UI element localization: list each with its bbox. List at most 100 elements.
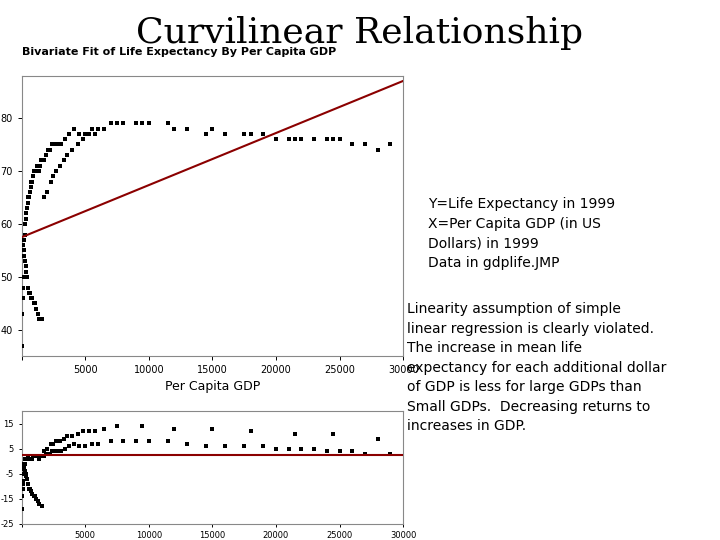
Point bbox=[20, 214, 32, 223]
Point bbox=[270, 444, 282, 453]
Point bbox=[31, 161, 42, 170]
Point bbox=[77, 427, 89, 436]
Point bbox=[270, 135, 282, 144]
Point bbox=[308, 444, 320, 453]
Point bbox=[384, 450, 396, 458]
Point bbox=[18, 462, 30, 471]
Point bbox=[17, 246, 29, 255]
Point bbox=[38, 452, 50, 461]
Point bbox=[25, 294, 37, 302]
Point bbox=[31, 452, 42, 461]
Point bbox=[26, 177, 37, 186]
Point bbox=[162, 119, 174, 127]
Point bbox=[21, 204, 32, 212]
Point bbox=[117, 119, 129, 127]
Point bbox=[89, 427, 101, 436]
Point bbox=[32, 497, 44, 505]
Point bbox=[143, 119, 155, 127]
Point bbox=[50, 167, 62, 176]
Point bbox=[17, 252, 28, 260]
Point bbox=[89, 130, 101, 138]
Point bbox=[359, 450, 371, 458]
Point bbox=[28, 167, 40, 176]
Point bbox=[59, 444, 71, 453]
Point bbox=[328, 135, 339, 144]
Point bbox=[112, 119, 123, 127]
Point bbox=[22, 283, 34, 292]
Point bbox=[22, 198, 33, 207]
Point bbox=[23, 455, 35, 463]
Point bbox=[42, 145, 53, 154]
Point bbox=[17, 241, 28, 249]
Point bbox=[20, 267, 32, 276]
Point bbox=[17, 294, 28, 302]
Point bbox=[92, 124, 104, 133]
Point bbox=[346, 140, 358, 149]
Point bbox=[67, 432, 78, 441]
Point bbox=[283, 444, 294, 453]
Point bbox=[49, 447, 60, 456]
Point bbox=[86, 440, 97, 448]
Point bbox=[17, 464, 28, 473]
Point bbox=[79, 442, 91, 451]
Point bbox=[33, 167, 45, 176]
Point bbox=[35, 156, 47, 165]
Point bbox=[79, 130, 91, 138]
Point bbox=[19, 256, 31, 265]
Point bbox=[181, 124, 193, 133]
Point bbox=[44, 145, 55, 154]
Point bbox=[35, 161, 46, 170]
Point bbox=[99, 424, 110, 433]
Point bbox=[27, 294, 38, 302]
Point bbox=[168, 424, 180, 433]
Point bbox=[200, 442, 212, 451]
Point bbox=[283, 135, 294, 144]
Point bbox=[17, 484, 28, 493]
Point bbox=[84, 130, 95, 138]
Point bbox=[46, 140, 58, 149]
Point bbox=[36, 315, 48, 323]
X-axis label: Per Capita GDP: Per Capita GDP bbox=[165, 380, 260, 393]
Point bbox=[21, 455, 32, 463]
Point bbox=[39, 193, 50, 202]
Point bbox=[308, 135, 320, 144]
Point bbox=[168, 124, 180, 133]
Point bbox=[28, 452, 40, 461]
Point bbox=[24, 183, 36, 191]
Point bbox=[20, 455, 32, 463]
Point bbox=[346, 447, 358, 456]
Point bbox=[19, 460, 30, 468]
Point bbox=[19, 262, 31, 271]
Point bbox=[38, 156, 50, 165]
Point bbox=[17, 477, 29, 485]
Point bbox=[112, 422, 123, 431]
Point bbox=[117, 437, 129, 445]
Point bbox=[58, 156, 69, 165]
Point bbox=[40, 151, 52, 159]
Point bbox=[24, 455, 35, 463]
Point bbox=[67, 145, 78, 154]
Point bbox=[21, 455, 32, 463]
Point bbox=[296, 135, 307, 144]
Point bbox=[384, 140, 396, 149]
Point bbox=[181, 440, 193, 448]
Point bbox=[245, 130, 256, 138]
Point bbox=[22, 475, 33, 483]
Point bbox=[55, 140, 67, 149]
Point bbox=[21, 209, 32, 218]
Point bbox=[24, 288, 36, 297]
Point bbox=[51, 447, 63, 456]
Point bbox=[41, 444, 53, 453]
Point bbox=[54, 437, 66, 445]
Point bbox=[62, 432, 73, 441]
Point bbox=[22, 452, 34, 461]
Point bbox=[45, 177, 57, 186]
Point bbox=[372, 145, 384, 154]
Point bbox=[24, 288, 35, 297]
Point bbox=[105, 437, 117, 445]
Point bbox=[37, 452, 48, 461]
Point bbox=[334, 135, 346, 144]
Point bbox=[19, 462, 30, 471]
Point bbox=[40, 450, 52, 458]
Point bbox=[18, 470, 30, 478]
